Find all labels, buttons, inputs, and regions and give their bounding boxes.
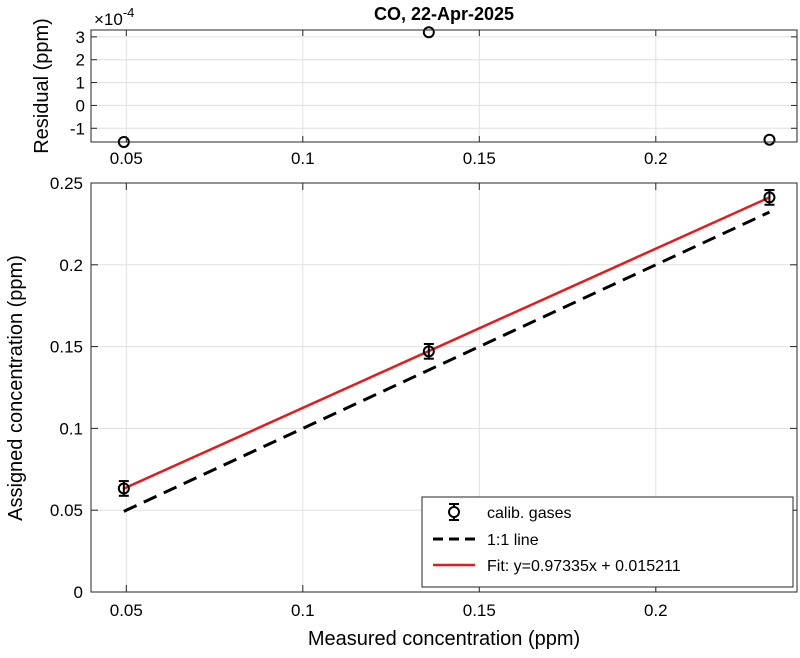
x-axis-label: Measured concentration (ppm) [308,628,580,650]
residual-ticks: 0.05 0.1 0.15 0.2 -1 0 1 2 3 [70,28,797,168]
y-tick-label: 0.05 [50,501,83,520]
y-tick-label: 0 [74,583,83,602]
residual-y-tick-label: -1 [70,119,85,138]
fit-line [123,196,770,490]
legend-label: calib. gases [487,505,572,522]
residual-y-tick-label: 1 [76,74,85,93]
residual-x-tick-label: 0.1 [291,149,315,168]
residual-grid [91,30,797,142]
residual-y-tick-label: 3 [76,28,85,47]
residual-x-tick-label: 0.05 [110,149,143,168]
one-to-one-line [123,210,771,513]
residual-x-tick-label: 0.2 [644,149,668,168]
calibration-axes: 0.05 0.1 0.15 0.2 0 0.05 0.1 0.15 0.2 0.25 Measur… [5,174,798,650]
residual-axes-box [90,29,798,143]
residual-x-tick-label: 0.15 [463,149,496,168]
calib-marker [117,482,130,495]
legend-label: Fit: y=0.97335x + 0.015211 [487,558,681,575]
residual-plot-area [91,30,797,142]
x-tick-label: 0.2 [644,601,668,620]
residual-point [763,133,776,146]
y-tick-label: 0.15 [50,338,83,357]
residual-axes: 0.05 0.1 0.15 0.2 -1 0 1 2 3 CO, 22-Apr-2025 ×10… [31,4,798,168]
legend-label: 1:1 line [487,532,539,549]
residual-y-tick-label: 2 [76,51,85,70]
calib-marker [763,191,776,204]
legend-box [421,496,794,588]
calibration-ticks: 0.05 0.1 0.15 0.2 0 0.05 0.1 0.15 0.2 0.25 [50,174,797,620]
y-tick-label: 0.25 [50,174,83,193]
y-tick-label: 0.1 [59,419,83,438]
x-tick-label: 0.15 [463,601,496,620]
residual-y-axis-label: Residual (ppm) [31,18,53,154]
y-tick-label: 0.2 [59,256,83,275]
exponent-multiplier: ×10-4 [94,5,134,29]
exponent-base: ×10 [94,10,123,29]
x-tick-label: 0.05 [110,601,143,620]
y-axis-label: Assigned concentration (ppm) [5,255,27,521]
residual-y-tick-label: 0 [76,96,85,115]
calib-point [763,189,776,206]
calib-point [422,342,435,360]
chart-title: CO, 22-Apr-2025 [374,4,514,24]
calibration-axes-box [90,182,798,593]
legend-marker-swatch [448,506,460,518]
x-tick-label: 0.1 [291,601,315,620]
calib-marker [422,345,435,358]
calib-point [117,480,130,497]
legend-items: calib. gases 1:1 line Fit: y=0.97335x + 0.… [433,503,681,575]
exponent-power: -4 [123,5,135,20]
calibration-marks [117,189,776,513]
legend: calib. gases 1:1 line Fit: y=0.97335x + 0.… [421,496,794,588]
residual-point [422,26,435,39]
